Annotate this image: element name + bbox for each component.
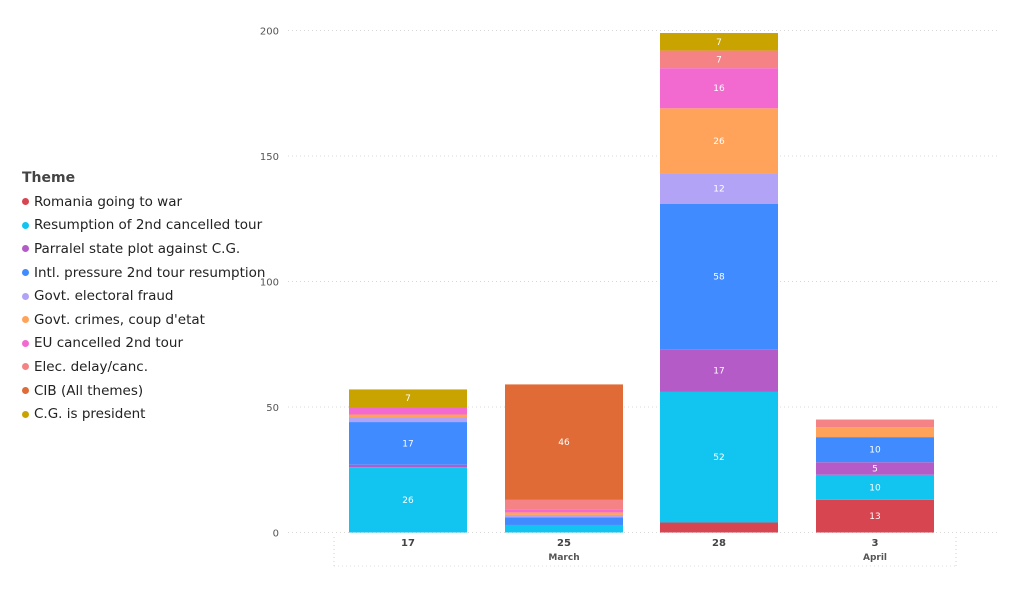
- bar-segment[interactable]: [505, 499, 623, 510]
- data-label: 7: [716, 38, 722, 48]
- legend-item[interactable]: Elec. delay/canc.: [22, 355, 265, 379]
- data-label: 13: [869, 512, 880, 522]
- y-tick-label: 0: [273, 529, 279, 540]
- data-label: 10: [869, 446, 881, 456]
- bar-segment[interactable]: [505, 524, 623, 533]
- legend-marker: [22, 339, 29, 347]
- bar-segment[interactable]: [660, 68, 778, 109]
- data-label: 52: [713, 453, 724, 463]
- bar-segment[interactable]: [816, 499, 934, 533]
- x-group-label: March: [548, 553, 579, 563]
- bar-segment[interactable]: [660, 522, 778, 533]
- bar-segment[interactable]: [505, 514, 623, 518]
- legend-item[interactable]: Govt. electoral fraud: [22, 284, 265, 308]
- legend-marker: [22, 198, 29, 206]
- legend: Theme Romania going to war Resumption of …: [22, 170, 265, 426]
- x-tick-label: 3: [872, 538, 879, 549]
- legend-label: EU cancelled 2nd tour: [34, 335, 184, 352]
- data-label: 5: [872, 464, 878, 474]
- legend-marker: [22, 221, 29, 229]
- bar-segment[interactable]: [660, 50, 778, 69]
- data-label: 46: [558, 438, 570, 448]
- data-label: 7: [405, 394, 411, 404]
- x-tick-label: 28: [712, 538, 726, 549]
- legend-item[interactable]: CIB (All themes): [22, 379, 265, 403]
- legend-item[interactable]: Parralel state plot against C.G.: [22, 237, 265, 261]
- legend-items: Romania going to war Resumption of 2nd ca…: [22, 190, 265, 426]
- x-axis-ticks: 17 25 28 3 March April: [401, 538, 887, 563]
- legend-label: Govt. crimes, coup d'etat: [34, 311, 205, 328]
- bar-segment[interactable]: [660, 33, 778, 51]
- legend-item[interactable]: Govt. crimes, coup d'etat: [22, 308, 265, 332]
- y-axis-ticks: 0 50 100 150 200: [260, 27, 279, 540]
- bar-segment[interactable]: [505, 509, 623, 513]
- bar-segment[interactable]: [349, 407, 467, 415]
- legend-item[interactable]: Romania going to war: [22, 190, 265, 214]
- bars: [349, 33, 934, 533]
- bar-segment[interactable]: [349, 422, 467, 465]
- legend-item[interactable]: C.G. is president: [22, 402, 265, 426]
- legend-item[interactable]: Intl. pressure 2nd tour resumption: [22, 261, 265, 285]
- bar-segment[interactable]: [349, 414, 467, 418]
- bar-segment[interactable]: [349, 417, 467, 423]
- y-tick-label: 50: [266, 403, 279, 414]
- data-label: 16: [713, 84, 725, 94]
- data-label: 26: [713, 137, 725, 147]
- legend-marker: [22, 316, 29, 324]
- bar-segment[interactable]: [660, 173, 778, 204]
- x-tick-label: 25: [557, 538, 571, 549]
- bar-segment[interactable]: [660, 203, 778, 350]
- data-label: 7: [716, 55, 722, 65]
- legend-label: Govt. electoral fraud: [34, 288, 174, 305]
- data-labels: 26 17 7 46 52 17 58 12 26 16 7 7 13 10 5 10: [402, 38, 881, 522]
- legend-marker: [22, 410, 29, 418]
- legend-title: Theme: [22, 170, 76, 186]
- legend-marker: [22, 245, 29, 253]
- legend-label: Intl. pressure 2nd tour resumption: [34, 264, 266, 281]
- legend-marker: [22, 292, 29, 300]
- y-tick-label: 150: [260, 152, 279, 163]
- legend-item[interactable]: Resumption of 2nd cancelled tour: [22, 214, 265, 238]
- legend-label: Resumption of 2nd cancelled tour: [34, 217, 263, 234]
- legend-marker: [22, 387, 29, 395]
- y-tick-label: 100: [260, 278, 279, 289]
- bar-segment[interactable]: [349, 389, 467, 407]
- legend-label: CIB (All themes): [34, 382, 144, 399]
- legend-marker: [22, 269, 29, 277]
- bar-segment[interactable]: [660, 349, 778, 392]
- bar-segment[interactable]: [816, 462, 934, 475]
- bar-segment[interactable]: [505, 384, 623, 500]
- bar-segment[interactable]: [816, 474, 934, 500]
- legend-marker: [22, 363, 29, 371]
- data-label: 26: [402, 496, 414, 506]
- bar-segment[interactable]: [816, 419, 934, 428]
- data-label: 10: [869, 483, 881, 493]
- data-label: 12: [713, 185, 724, 195]
- legend-label: Elec. delay/canc.: [34, 358, 148, 375]
- legend-label: C.G. is president: [34, 406, 146, 423]
- bar-segment[interactable]: [505, 517, 623, 525]
- legend-label: Romania going to war: [34, 193, 183, 210]
- bar-segment[interactable]: [505, 512, 623, 515]
- data-label: 58: [713, 272, 725, 282]
- data-label: 17: [713, 367, 724, 377]
- legend-item[interactable]: EU cancelled 2nd tour: [22, 332, 265, 356]
- x-tick-label: 17: [401, 538, 415, 549]
- bar-segment[interactable]: [349, 464, 467, 468]
- bar-segment[interactable]: [816, 427, 934, 438]
- gridlines: [288, 30, 1000, 567]
- data-label: 17: [402, 439, 413, 449]
- bar-segment[interactable]: [816, 437, 934, 463]
- y-tick-label: 200: [260, 27, 279, 38]
- bar-segment[interactable]: [660, 108, 778, 174]
- x-group-label: April: [863, 553, 887, 563]
- bar-segment[interactable]: [660, 391, 778, 523]
- bar-segment[interactable]: [349, 467, 467, 533]
- legend-label: Parralel state plot against C.G.: [34, 240, 241, 257]
